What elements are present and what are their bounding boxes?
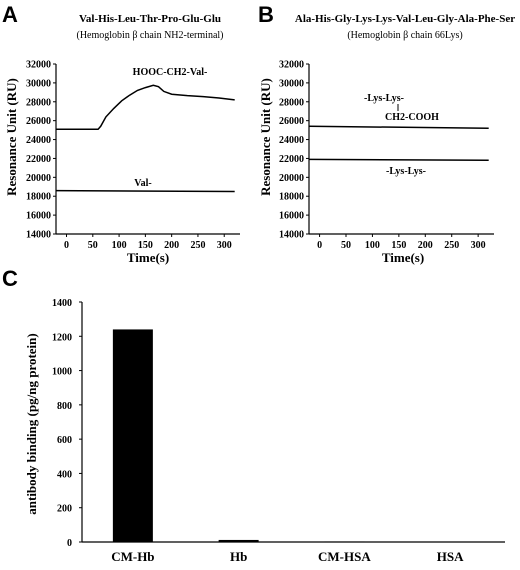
panel-a-series-label-1: HOOC-CH2-Val- [133,67,208,78]
panel-b-axes: 14000 16000 18000 20000 22000 24000 26000 28000… [279,60,494,251]
panel-b-subtitle: (Hemoglobin β chain 66Lys) [347,30,462,41]
panel-c: C 0 200 400 600 800 1000 1200 1400 CM-Hb Hb CM-HS… [2,266,505,564]
panel-b-x-tick-label: 300 [471,240,486,251]
panel-b-series-line-2 [308,158,489,162]
panel-letter-b: B [258,2,274,27]
panel-a-y-tick-label: 16000 [26,211,51,222]
panel-a-y-tick-label: 18000 [26,192,51,203]
panel-a-y-tick-label: 26000 [26,116,51,127]
panel-a-x-tick-label: 250 [190,240,205,251]
panel-a-x-tick-label: 0 [64,240,69,251]
panel-c-y-tick-label: 200 [57,504,72,515]
panel-c-y-tick-label: 1200 [52,332,72,343]
panel-b-x-tick-label: 50 [341,240,351,251]
panel-c-y-tick-label: 1400 [52,298,72,309]
panel-a-series-label-2: Val- [134,178,151,189]
panel-c-y-tick-label: 400 [57,469,72,480]
panel-a-y-tick-label: 28000 [26,97,51,108]
panel-a-y-tick-label: 14000 [26,230,51,241]
panel-c-y-tick-label: 800 [57,401,72,412]
panel-c-y-tick-label: 0 [67,538,72,549]
panel-a-subtitle: (Hemoglobin β chain NH2-terminal) [77,30,224,41]
panel-letter-c: C [2,266,18,291]
panel-b-y-tick-label: 14000 [279,230,304,241]
panel-a-x-tick-label: 300 [217,240,232,251]
panel-b-y-tick-label: 20000 [279,173,304,184]
panel-a-axes: 14000 16000 18000 20000 22000 24000 26000 28000… [26,60,240,251]
panel-b-title: Ala-His-Gly-Lys-Lys-Val-Leu-Gly-Ala-Phe-… [295,13,515,25]
panel-b-x-tick-label: 200 [418,240,433,251]
panel-b: B Ala-His-Gly-Lys-Lys-Val-Leu-Gly-Ala-Ph… [258,2,515,265]
panel-b-y-tick-label: 22000 [279,154,304,165]
panel-b-annotation-branch: CH2-COOH [385,112,439,123]
panel-b-x-tick-label: 250 [444,240,459,251]
panel-c-y-tick-label: 600 [57,435,72,446]
panel-letter-a: A [2,2,18,27]
panel-a-y-tick-label: 24000 [26,135,51,146]
panel-c-axes: 0 200 400 600 800 1000 1200 1400 [52,298,505,549]
panel-c-category-label: CM-HSA [318,549,371,564]
panel-b-y-tick-label: 32000 [279,60,304,71]
panel-c-category-label: CM-Hb [111,549,154,564]
panel-b-x-tick-label: 0 [317,240,322,251]
panel-a-series-line-1 [56,84,235,130]
panel-a-xlabel: Time(s) [127,250,169,265]
panel-a-x-tick-label: 50 [88,240,98,251]
panel-c-bar-cm-hb [112,329,153,542]
panel-a-ylabel: Resonance Unit (RU) [4,78,19,196]
panel-c-y-tick-label: 1000 [52,367,72,378]
panel-b-x-tick-label: 150 [391,240,406,251]
panel-a-y-tick-label: 22000 [26,154,51,165]
panel-b-y-tick-label: 28000 [279,97,304,108]
panel-c-bars: CM-Hb Hb CM-HSA HSA [111,329,464,564]
panel-a-y-tick-label: 20000 [26,173,51,184]
panel-a-x-tick-label: 200 [164,240,179,251]
panel-a-y-tick-label: 30000 [26,78,51,89]
panel-b-series-line-1 [308,125,489,129]
panel-c-category-label: HSA [437,549,464,564]
panel-b-y-tick-label: 16000 [279,211,304,222]
panel-c-category-label: Hb [230,549,247,564]
panel-b-y-tick-label: 30000 [279,78,304,89]
panel-c-ylabel: antibody binding (pg/ng protein) [24,333,39,514]
panel-c-bar-hb [218,539,259,542]
panel-a-x-tick-label: 150 [138,240,153,251]
panel-c-bar-cm-hsa [324,541,365,542]
panel-b-series [308,125,489,162]
panel-a-x-tick-label: 100 [112,240,127,251]
panel-b-y-tick-label: 18000 [279,192,304,203]
panel-a-title: Val-His-Leu-Thr-Pro-Glu-Glu [79,13,221,25]
panel-b-y-tick-label: 24000 [279,135,304,146]
panel-a-y-tick-label: 32000 [26,60,51,71]
panel-a-series [55,84,235,193]
panel-a-series-line-2 [55,189,235,193]
panel-b-annotation-top: -Lys-Lys- [364,93,404,104]
panel-b-ylabel: Resonance Unit (RU) [258,78,273,196]
panel-b-x-tick-label: 100 [365,240,380,251]
panel-a: A Val-His-Leu-Thr-Pro-Glu-Glu (Hemoglobi… [2,2,240,265]
panel-b-series-label-2: -Lys-Lys- [386,166,426,177]
panel-b-y-tick-label: 26000 [279,116,304,127]
panel-b-xlabel: Time(s) [382,250,424,265]
